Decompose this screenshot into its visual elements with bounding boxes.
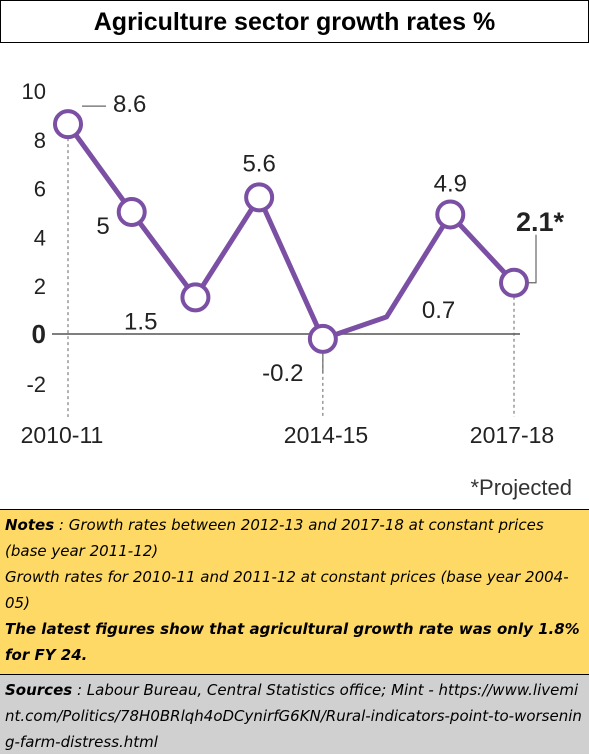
data-label: 4.9 (434, 170, 467, 197)
data-point (307, 323, 338, 354)
sources-panel: Sources : Labour Bureau, Central Statist… (0, 674, 589, 754)
sources-line: Sources : Labour Bureau, Central Statist… (5, 677, 584, 755)
notes-label: Notes (5, 516, 55, 534)
line-chart: 10 8 6 4 2 0 -2 2010-11 2014-15 2017-18 8.6 5 1.5 5.6… (21, 79, 572, 500)
data-label: 0.7 (422, 297, 455, 324)
projected-note: *Projected (470, 475, 572, 500)
data-label: 5.6 (242, 150, 275, 177)
data-point (435, 199, 466, 230)
data-label: 2.1* (516, 207, 565, 237)
data-label: -0.2 (262, 360, 303, 387)
x-tick-label: 2010-11 (21, 422, 104, 448)
sources-text: : Labour Bureau, Central Statistics offi… (5, 681, 582, 751)
y-tick-label: 2 (34, 274, 46, 299)
y-tick-label: 10 (22, 79, 46, 104)
data-point (499, 267, 529, 298)
data-label: 8.6 (113, 91, 146, 118)
y-tick-label: 4 (34, 225, 46, 250)
sources-label: Sources (5, 681, 73, 699)
y-tick-label: 6 (34, 177, 46, 202)
notes-line-1: Notes : Growth rates between 2012-13 and… (5, 512, 584, 564)
data-label: 5 (96, 213, 109, 240)
data-point (180, 282, 211, 313)
notes-text-1: : Growth rates between 2012-13 and 2017-… (5, 516, 544, 560)
notes-line-2: Growth rates for 2010-11 and 2011-12 at … (5, 568, 569, 612)
data-point (53, 109, 83, 140)
y-tick-label: 8 (34, 128, 46, 153)
y-tick-label: 0 (32, 319, 46, 349)
title-divider (0, 42, 589, 43)
data-point (116, 197, 147, 227)
chart-title: Agriculture sector growth rates % (93, 8, 496, 36)
x-tick-label: 2014-15 (284, 422, 368, 448)
data-point (244, 182, 275, 213)
notes-panel: Notes : Growth rates between 2012-13 and… (0, 509, 589, 674)
chart-area: 10 8 6 4 2 0 -2 2010-11 2014-15 2017-18 8.6 5 1.5 5.6… (0, 43, 589, 509)
label-leader (528, 234, 537, 284)
data-label: 1.5 (124, 308, 157, 335)
notes-line-3: The latest figures show that agricultura… (5, 620, 580, 664)
y-tick-label: -2 (26, 372, 46, 397)
x-tick-label: 2017-18 (470, 422, 554, 448)
series-line (65, 122, 516, 342)
